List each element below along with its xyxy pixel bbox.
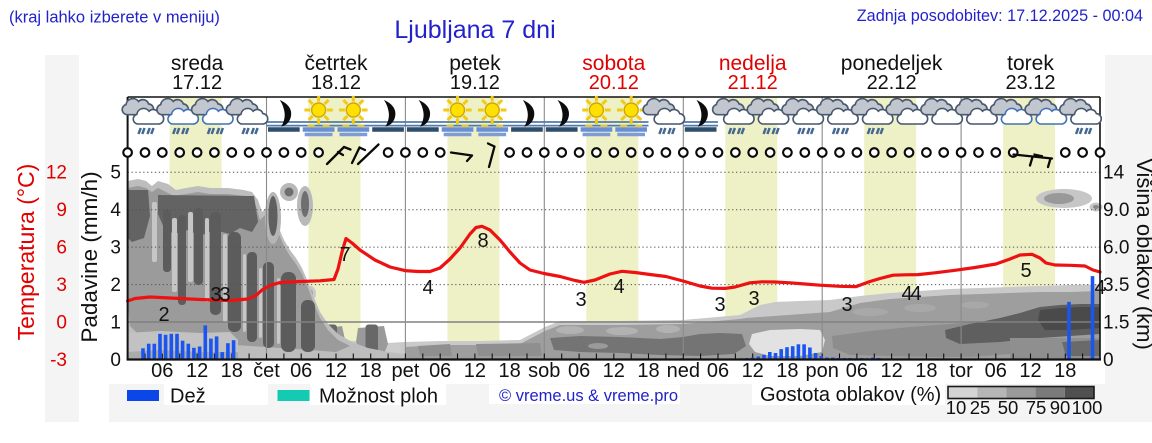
svg-text:8: 8: [477, 230, 488, 252]
svg-text:06: 06: [290, 360, 312, 382]
svg-text:9.0: 9.0: [1103, 200, 1129, 221]
svg-text:06: 06: [846, 360, 868, 382]
svg-text:9: 9: [56, 200, 67, 221]
svg-text:18: 18: [498, 360, 520, 382]
svg-text:sobota: sobota: [582, 52, 645, 75]
svg-text:12: 12: [1019, 360, 1041, 382]
svg-text:3: 3: [210, 284, 221, 306]
svg-text:18: 18: [637, 360, 659, 382]
svg-text:18: 18: [915, 360, 937, 382]
svg-text:3: 3: [841, 294, 852, 316]
svg-text:25: 25: [970, 397, 991, 418]
svg-text:4: 4: [110, 200, 121, 221]
svg-text:2: 2: [158, 304, 169, 326]
svg-text:četrtek: četrtek: [304, 52, 368, 75]
svg-text:3.5: 3.5: [1103, 275, 1129, 296]
svg-text:17.12: 17.12: [172, 72, 222, 94]
svg-text:sob: sob: [528, 360, 560, 382]
svg-text:12: 12: [742, 360, 764, 382]
svg-text:06: 06: [429, 360, 451, 382]
svg-text:ned: ned: [667, 360, 700, 382]
svg-text:tor: tor: [949, 360, 973, 382]
svg-text:Možnost ploh: Možnost ploh: [319, 386, 438, 408]
svg-text:3: 3: [219, 284, 230, 306]
svg-text:06: 06: [707, 360, 729, 382]
svg-text:(kraj lahko izberete v meniju): (kraj lahko izberete v meniju): [9, 9, 220, 27]
svg-text:Višina oblakov (km): Višina oblakov (km): [1132, 158, 1152, 350]
svg-text:Temperatura (°C): Temperatura (°C): [13, 164, 39, 341]
svg-text:5: 5: [1020, 260, 1031, 282]
svg-text:pon: pon: [806, 360, 839, 382]
svg-text:12: 12: [464, 360, 486, 382]
svg-text:Ljubljana 7 dni: Ljubljana 7 dni: [394, 16, 555, 44]
svg-text:Zadnja posodobitev: 17.12.2025: Zadnja posodobitev: 17.12.2025 - 00:04: [857, 7, 1143, 25]
svg-text:torek: torek: [1007, 52, 1054, 75]
svg-text:6.0: 6.0: [1103, 238, 1129, 259]
svg-text:50: 50: [998, 397, 1019, 418]
svg-text:12: 12: [186, 360, 208, 382]
svg-text:3: 3: [110, 238, 121, 259]
svg-text:5: 5: [110, 163, 121, 184]
svg-text:75: 75: [1026, 397, 1047, 418]
svg-text:4: 4: [901, 283, 912, 305]
svg-text:18.12: 18.12: [311, 72, 361, 94]
svg-text:4: 4: [613, 276, 624, 298]
svg-text:čet: čet: [253, 360, 280, 382]
svg-text:Gostota oblakov (%): Gostota oblakov (%): [760, 384, 941, 406]
svg-text:06: 06: [568, 360, 590, 382]
svg-text:14: 14: [1103, 163, 1125, 184]
svg-text:7: 7: [339, 244, 350, 266]
svg-text:pet: pet: [391, 360, 419, 382]
svg-text:12: 12: [325, 360, 347, 382]
svg-text:12: 12: [603, 360, 625, 382]
svg-text:3: 3: [575, 289, 586, 311]
svg-text:0: 0: [56, 313, 67, 334]
svg-text:Dež: Dež: [170, 386, 206, 408]
svg-text:20.12: 20.12: [589, 72, 639, 94]
svg-text:Padavine (mm/h): Padavine (mm/h): [77, 171, 102, 342]
svg-text:06: 06: [985, 360, 1007, 382]
svg-text:18: 18: [776, 360, 798, 382]
svg-text:1: 1: [110, 313, 121, 334]
svg-text:22.12: 22.12: [867, 72, 917, 94]
svg-text:1.5: 1.5: [1103, 313, 1129, 334]
svg-text:18: 18: [221, 360, 243, 382]
svg-text:0: 0: [110, 350, 121, 371]
svg-text:© vreme.us & vreme.pro: © vreme.us & vreme.pro: [499, 387, 678, 405]
svg-text:0: 0: [1103, 350, 1114, 371]
svg-text:6: 6: [56, 238, 67, 259]
svg-text:ponedeljek: ponedeljek: [841, 52, 943, 75]
svg-text:3: 3: [56, 275, 67, 296]
svg-text:23.12: 23.12: [1005, 72, 1055, 94]
svg-text:sreda: sreda: [171, 52, 224, 75]
svg-text:4: 4: [422, 277, 433, 299]
svg-text:nedelja: nedelja: [719, 52, 787, 75]
svg-text:10: 10: [946, 397, 967, 418]
svg-text:3: 3: [714, 294, 725, 316]
svg-text:2: 2: [110, 275, 121, 296]
svg-text:12: 12: [46, 163, 67, 184]
svg-text:19.12: 19.12: [450, 72, 500, 94]
svg-text:90: 90: [1050, 397, 1071, 418]
svg-text:100: 100: [1072, 397, 1103, 418]
svg-text:18: 18: [1054, 360, 1076, 382]
svg-text:-3: -3: [50, 350, 67, 371]
svg-text:18: 18: [360, 360, 382, 382]
svg-text:12: 12: [880, 360, 902, 382]
svg-text:3: 3: [748, 288, 759, 310]
svg-text:06: 06: [151, 360, 173, 382]
svg-text:petek: petek: [449, 52, 501, 75]
svg-text:4: 4: [910, 283, 921, 305]
svg-text:21.12: 21.12: [728, 72, 778, 94]
